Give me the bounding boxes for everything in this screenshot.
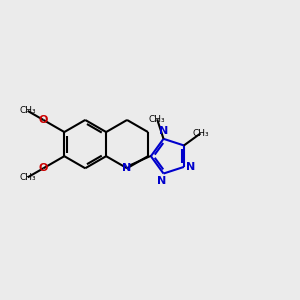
Text: CH₃: CH₃: [20, 106, 36, 116]
Text: N: N: [158, 176, 167, 186]
Text: O: O: [39, 115, 48, 125]
Text: N: N: [159, 127, 168, 136]
Text: CH₃: CH₃: [20, 173, 36, 182]
Text: CH₃: CH₃: [192, 129, 209, 138]
Text: N: N: [122, 163, 132, 173]
Text: O: O: [39, 163, 48, 173]
Text: N: N: [186, 162, 196, 172]
Text: CH₃: CH₃: [149, 115, 166, 124]
